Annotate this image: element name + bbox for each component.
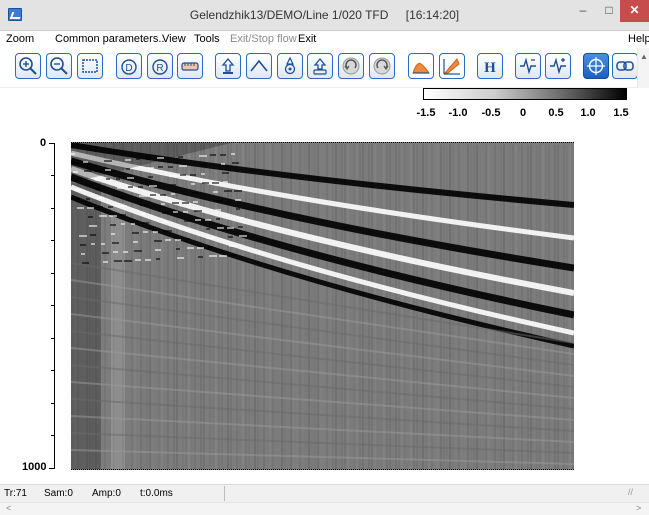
- amplitude-colorbar: [423, 88, 627, 100]
- resize-grip-icon[interactable]: //: [628, 487, 634, 497]
- d-button[interactable]: D: [116, 53, 142, 79]
- svg-text:R: R: [156, 63, 163, 74]
- pick-line-button[interactable]: [246, 53, 272, 79]
- pick-down-icon: [313, 57, 327, 75]
- horizontal-scrollbar[interactable]: < >: [0, 502, 649, 515]
- h-button[interactable]: H: [477, 53, 503, 79]
- zoom-out-icon: [50, 57, 68, 75]
- status-sample: Sam:0: [44, 488, 73, 499]
- velocity-icon: [443, 58, 460, 75]
- axis-minor-tick: [51, 240, 54, 241]
- menu-help[interactable]: Help: [628, 33, 649, 45]
- colorbar-tick: 1.0: [580, 107, 596, 119]
- ruler-icon: [181, 62, 199, 71]
- maximize-button[interactable]: □: [605, 3, 613, 17]
- r-icon: R: [152, 59, 168, 75]
- scroll-right-icon[interactable]: >: [636, 503, 642, 513]
- axis-major-tick: [49, 143, 54, 144]
- axis-label-top: 0: [40, 137, 47, 149]
- window-title-text: Gelendzhik13/DEMO/Line 1/020 TFD: [189, 8, 389, 22]
- menu-bar: Zoom Common parameters... View Tools Exi…: [0, 31, 649, 48]
- axis-minor-tick: [51, 208, 54, 209]
- axis-minor-tick: [51, 305, 54, 306]
- axis-label-bottom: 1000: [22, 461, 47, 473]
- status-bar: Tr:71 Sam:0 Amp:0 t:0.0ms: [0, 484, 649, 502]
- zoom-in-button[interactable]: [15, 53, 41, 79]
- seismic-image: [71, 143, 574, 469]
- svg-text:D: D: [125, 63, 132, 74]
- redo-icon: [373, 57, 391, 75]
- scroll-up-icon[interactable]: ▲: [640, 52, 648, 61]
- status-time: t:0.0ms: [140, 488, 173, 499]
- pick-settings-icon: [284, 56, 296, 75]
- toolbar: D R H: [0, 48, 649, 88]
- spectrum-button[interactable]: [408, 53, 434, 79]
- axis-minor-tick: [51, 273, 54, 274]
- trace-plus-icon: [550, 57, 566, 75]
- pick-settings-button[interactable]: [277, 53, 303, 79]
- colorbar-tick: 0: [519, 107, 527, 119]
- undo-icon: [342, 57, 360, 75]
- link-icon: [616, 61, 634, 71]
- colorbar-tick: -1.5: [416, 107, 436, 119]
- svg-text:H: H: [484, 60, 496, 76]
- title-bar: Gelendzhik13/DEMO/Line 1/020 TFD [16:14:…: [0, 0, 649, 31]
- menu-common-parameters[interactable]: Common parameters...: [55, 33, 168, 45]
- zoom-window-button[interactable]: [77, 53, 103, 79]
- trace-minus-button[interactable]: [515, 53, 541, 79]
- redo-button[interactable]: [369, 53, 395, 79]
- colorbar-tick: -1.0: [448, 107, 468, 119]
- menu-zoom[interactable]: Zoom: [6, 33, 35, 45]
- minimize-button[interactable]: –: [579, 3, 587, 17]
- menu-view[interactable]: View: [162, 33, 186, 45]
- colorbar-tick: -0.5: [481, 107, 501, 119]
- app-icon[interactable]: [8, 8, 22, 21]
- axis-minor-tick: [51, 370, 54, 371]
- status-amplitude: Amp:0: [92, 488, 121, 499]
- pick-up-button[interactable]: [215, 53, 241, 79]
- pick-line-icon: [250, 59, 268, 72]
- trace-plus-button[interactable]: [545, 53, 571, 79]
- colorbar-tick: 1.5: [613, 107, 629, 119]
- h-icon: H: [484, 60, 496, 76]
- axis-major-tick: [49, 468, 54, 469]
- trace-minus-icon: [520, 57, 536, 75]
- menu-exit[interactable]: Exit: [298, 33, 317, 45]
- crosshair-icon: [587, 57, 605, 75]
- seismic-section[interactable]: [71, 142, 574, 470]
- spectrum-icon: [412, 62, 430, 74]
- ruler-button[interactable]: [177, 53, 203, 79]
- menu-exit-stop-flow[interactable]: Exit/Stop flow: [230, 33, 297, 45]
- window-title: Gelendzhik13/DEMO/Line 1/020 TFD [16:14:…: [0, 8, 649, 22]
- window-time: [16:14:20]: [405, 8, 460, 22]
- pick-down-button[interactable]: [307, 53, 333, 79]
- close-button[interactable]: ✕: [620, 0, 649, 22]
- menu-tools[interactable]: Tools: [194, 33, 220, 45]
- undo-button[interactable]: [338, 53, 364, 79]
- axis-minor-tick: [51, 403, 54, 404]
- axis-minor-tick: [51, 338, 54, 339]
- zoom-in-icon: [19, 57, 37, 75]
- time-axis: [54, 143, 55, 469]
- plot-area: -1.5 -1.0 -0.5 0 0.5 1.0 1.5 0 1000: [0, 88, 649, 484]
- axis-minor-tick: [51, 175, 54, 176]
- axis-minor-tick: [51, 435, 54, 436]
- crosshair-button[interactable]: [583, 53, 609, 79]
- scroll-left-icon[interactable]: <: [6, 503, 12, 513]
- zoom-window-icon: [82, 59, 98, 73]
- pick-up-icon: [221, 57, 235, 74]
- status-separator: [224, 486, 225, 501]
- zoom-out-button[interactable]: [46, 53, 72, 79]
- d-icon: D: [121, 59, 137, 75]
- r-button[interactable]: R: [147, 53, 173, 79]
- velocity-button[interactable]: [439, 53, 465, 79]
- status-trace: Tr:71: [4, 488, 27, 499]
- link-button[interactable]: [612, 53, 638, 79]
- colorbar-tick: 0.5: [548, 107, 564, 119]
